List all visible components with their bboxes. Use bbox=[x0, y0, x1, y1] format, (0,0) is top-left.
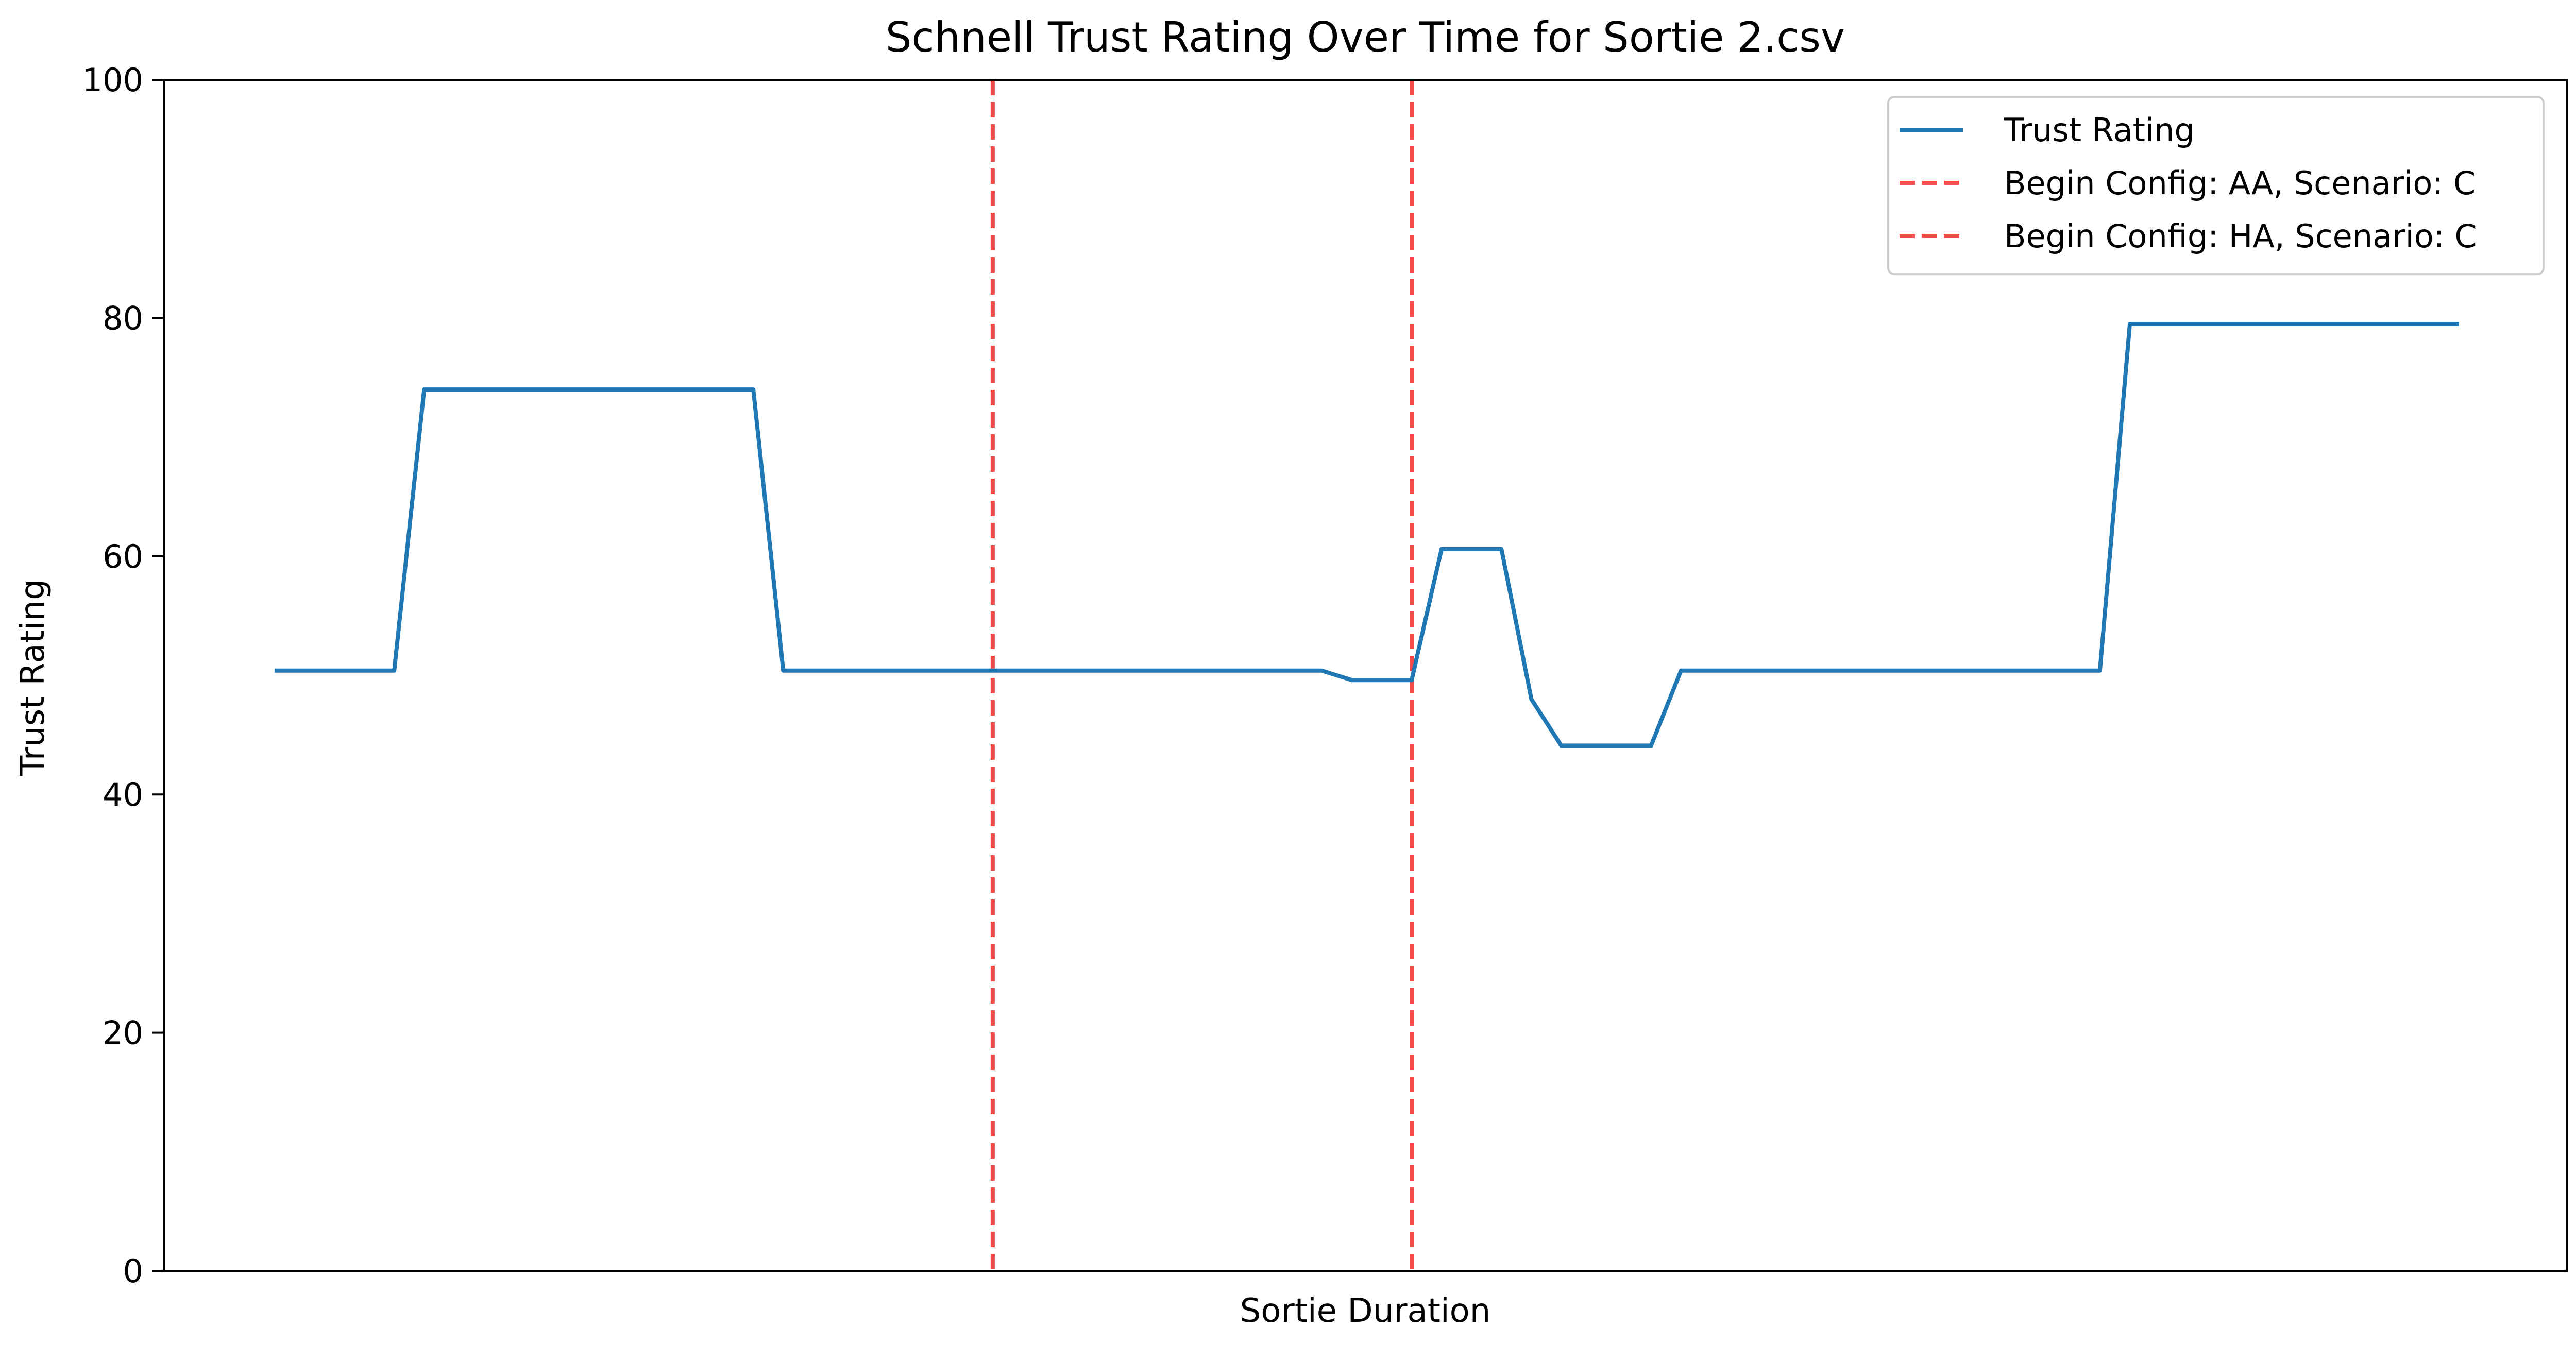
y-tick-label-20: 20 bbox=[103, 1014, 143, 1052]
legend-label-1: Trust Rating bbox=[2004, 111, 2195, 149]
y-tick-label-100: 100 bbox=[82, 61, 143, 99]
plot-area bbox=[274, 80, 2459, 1271]
legend-label-3: Begin Config: HA, Scenario: C bbox=[2004, 217, 2477, 255]
y-tick-label-40: 40 bbox=[103, 776, 143, 813]
x-axis-label: Sortie Duration bbox=[1240, 1292, 1491, 1330]
y-tick-label-80: 80 bbox=[103, 299, 143, 337]
y-tick-label-0: 0 bbox=[123, 1252, 143, 1290]
plot-frame bbox=[163, 79, 2568, 1272]
chart-title: Schnell Trust Rating Over Time for Sorti… bbox=[886, 13, 1845, 61]
y-tick-label-60: 60 bbox=[103, 538, 143, 575]
legend: Trust Rating Begin Config: AA, Scenario: … bbox=[1887, 96, 2545, 276]
y-axis: 0 20 40 60 80 100 bbox=[82, 61, 164, 1290]
series-line-trust-rating bbox=[274, 322, 2459, 748]
legend-label-2: Begin Config: AA, Scenario: C bbox=[2004, 164, 2476, 202]
y-axis-label: Trust Rating bbox=[14, 579, 52, 776]
legend-box bbox=[1887, 96, 2545, 276]
